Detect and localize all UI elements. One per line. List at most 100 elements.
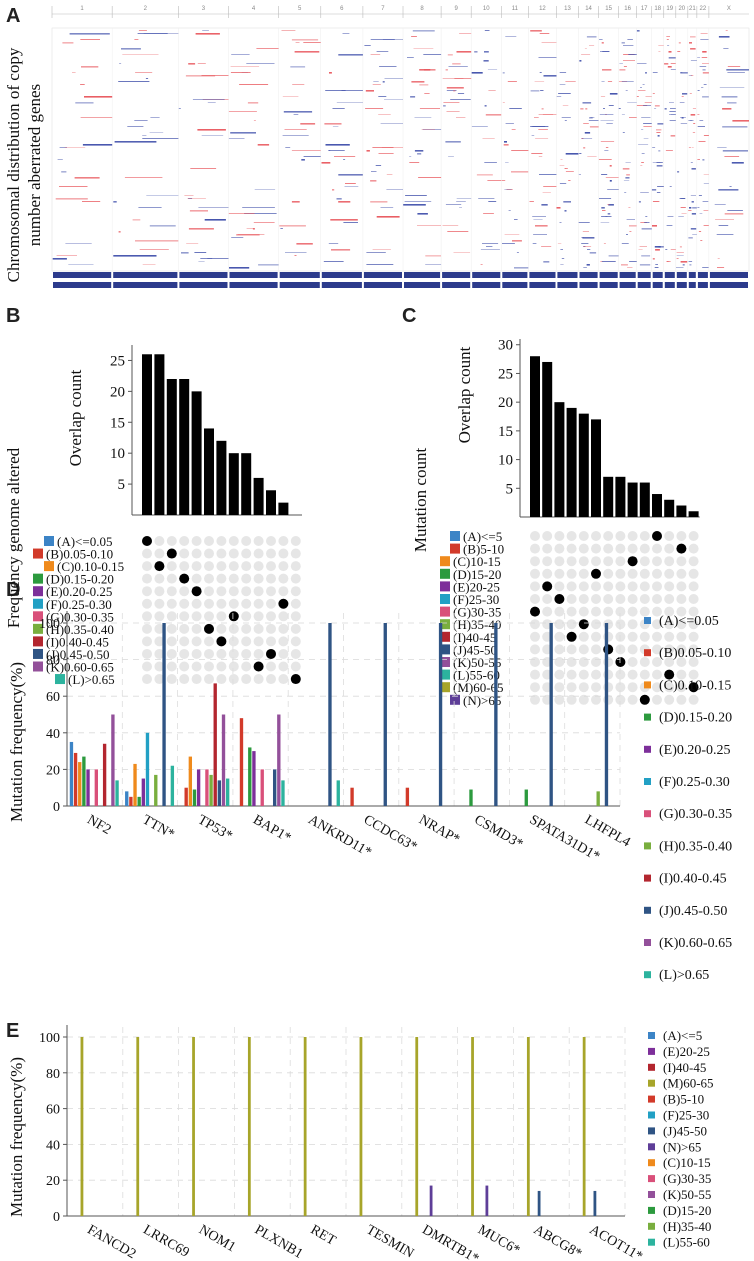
legend-swatch-3 [648, 1079, 655, 1087]
matrix-dot-empty [142, 573, 152, 584]
aberration-segment [138, 207, 162, 208]
aberration-segment [628, 54, 637, 55]
chromosome-track-lower [579, 282, 598, 288]
set-swatch-10 [440, 657, 450, 667]
y-tick-label: 15 [498, 424, 513, 440]
aberration-segment [688, 261, 693, 262]
bar-SPATA31D1-3 [524, 789, 528, 806]
matrix-dot-empty [603, 606, 614, 617]
chromosome-label-2: 2 [144, 6, 148, 12]
matrix-dot-empty [290, 611, 301, 622]
matrix-dot-empty [664, 568, 675, 579]
aberration-segment [336, 198, 342, 200]
bar-6 [204, 428, 214, 515]
bar-3 [554, 402, 565, 517]
aberration-segment [722, 108, 732, 110]
bar-TTN-4 [141, 778, 146, 806]
aberration-segment [207, 258, 213, 259]
legend-label-8: (I)0.40-0.45 [659, 872, 727, 887]
matrix-dot-empty [664, 581, 675, 592]
aberration-segment [656, 192, 661, 193]
aberration-segment [194, 252, 207, 253]
aberration-segment [703, 135, 709, 136]
matrix-dot-empty [204, 674, 214, 685]
aberration-segment [601, 261, 616, 262]
bar-ACOT11-6 [593, 1190, 597, 1216]
aberration-segment [529, 201, 534, 202]
legend-swatch-5 [648, 1111, 655, 1119]
aberration-segment [579, 153, 582, 154]
matrix-dot-empty [530, 657, 540, 667]
aberration-segment [200, 258, 229, 259]
matrix-dot-filled [290, 674, 301, 685]
aberration-segment [688, 210, 692, 211]
matrix-dot-empty [639, 606, 650, 617]
matrix-dot-empty [142, 661, 152, 672]
aberration-segment [371, 171, 377, 172]
aberration-segment [627, 102, 637, 103]
matrix-dot-empty [578, 531, 589, 541]
matrix-dot-empty [204, 536, 214, 546]
aberration-segment [457, 93, 465, 94]
aberration-segment [59, 147, 67, 148]
aberration-segment [560, 159, 563, 160]
matrix-dot-empty [566, 644, 577, 655]
matrix-dot-filled [166, 548, 177, 559]
set-swatch-1 [33, 548, 43, 559]
aberration-segment [403, 204, 426, 206]
chromosome-track-upper [619, 272, 636, 278]
matrix-dot-empty [266, 561, 276, 572]
aberration-segment [532, 216, 546, 217]
aberration-segment [688, 120, 694, 121]
aberration-segment [703, 84, 707, 85]
aberration-segment [605, 147, 609, 148]
legend-swatch-3 [644, 713, 651, 721]
aberration-segment [539, 72, 542, 73]
aberration-segment [247, 102, 259, 104]
aberration-segment [534, 81, 545, 82]
aberration-segment [666, 261, 671, 262]
matrix-dot-empty [290, 598, 301, 609]
set-label-8: (I)40-45 [453, 630, 496, 645]
matrix-dot-empty [266, 548, 276, 559]
x-tick-label-9: ACOT11* [587, 1222, 645, 1261]
matrix-dot-filled [627, 556, 638, 567]
matrix-dot-empty [191, 674, 202, 685]
chromosome-track-upper [709, 272, 748, 278]
aberration-segment [641, 117, 651, 118]
aberration-segment [291, 150, 321, 151]
matrix-dot-empty [603, 594, 614, 604]
aberration-segment [714, 204, 726, 205]
set-swatch-11 [55, 674, 65, 685]
aberration-segment [474, 51, 478, 53]
matrix-dot-empty [664, 631, 675, 642]
matrix-dot-empty [554, 694, 565, 705]
aberration-segment [59, 186, 88, 187]
aberration-segment [609, 180, 612, 182]
matrix-dot-empty [676, 581, 687, 592]
bar-TESMIN-3 [359, 1037, 363, 1216]
aberration-segment [149, 225, 176, 227]
matrix-dot-empty [627, 606, 638, 617]
matrix-dot-empty [688, 581, 699, 592]
legend-swatch-9 [648, 1175, 655, 1183]
set-swatch-8 [33, 636, 43, 647]
aberration-segment [621, 243, 629, 244]
set-swatch-11 [440, 669, 450, 680]
legend-label-2: (I)40-45 [663, 1060, 706, 1075]
matrix-dot-empty [652, 694, 662, 705]
aberration-segment [502, 72, 505, 74]
matrix-dot-empty [603, 531, 614, 541]
aberration-segment [81, 66, 99, 68]
matrix-dot-empty [578, 682, 589, 693]
aberration-segment [195, 33, 220, 35]
y-tick-label: 5 [506, 481, 514, 497]
set-swatch-0 [450, 531, 460, 541]
aberration-segment [370, 201, 388, 203]
aberration-segment [625, 162, 631, 163]
chromosome-track-lower [442, 282, 471, 288]
bar-ANKRD11-9 [328, 623, 332, 806]
matrix-dot-empty [566, 657, 577, 667]
set-label-13: (N)>65 [463, 693, 501, 708]
aberration-segment [664, 63, 669, 65]
